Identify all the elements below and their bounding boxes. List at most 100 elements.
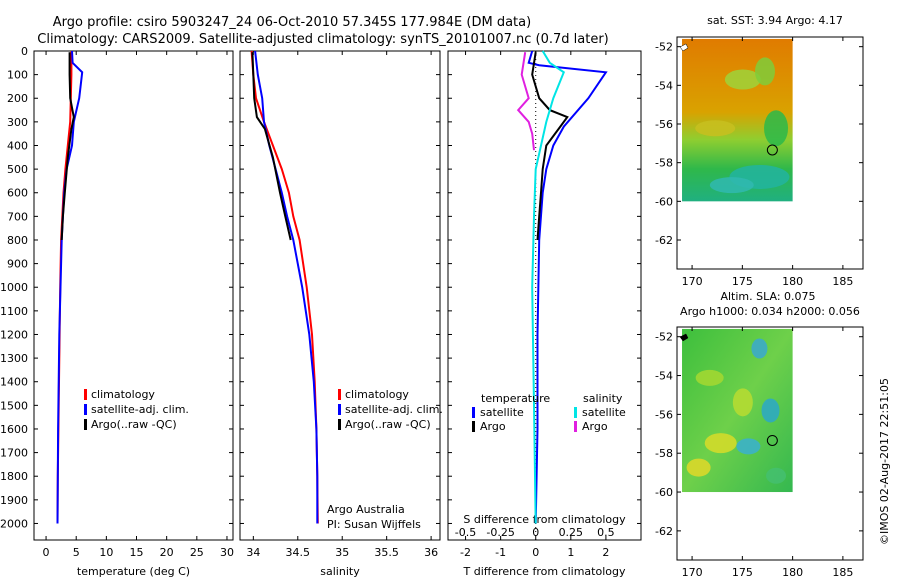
legend-label: satellite — [582, 406, 626, 419]
legend-label: satellite — [480, 406, 524, 419]
legend-swatch — [574, 421, 577, 432]
legend-label: Argo(..raw -QC) — [91, 418, 177, 431]
y-tick-label: 600 — [7, 187, 28, 200]
map-x-tick-label: 180 — [782, 275, 803, 288]
legend-swatch — [338, 389, 341, 400]
land-marker — [679, 43, 689, 52]
legend-header-salinity: salinity — [583, 392, 623, 405]
series-line-temperature-argo — [531, 52, 569, 241]
legend-header-temperature: temperature — [481, 392, 550, 405]
field-texture — [764, 110, 789, 147]
series-line-argo-raw-qc- — [60, 52, 75, 241]
legend-label: climatology — [345, 388, 409, 401]
y-tick-label: 1700 — [0, 447, 28, 460]
legend-label: climatology — [91, 388, 155, 401]
field-texture — [766, 467, 787, 484]
x-tick-label: 2 — [602, 546, 609, 559]
field-texture — [695, 120, 736, 137]
map-title-line-1: Altim. SLA: 0.075 — [720, 290, 815, 303]
y-tick-label: 1400 — [0, 376, 28, 389]
x-tick-label: 36 — [424, 546, 438, 559]
x-tick-label: 35 — [335, 546, 349, 559]
map-y-tick-label: -54 — [655, 370, 673, 383]
field-texture — [761, 398, 780, 423]
field-texture — [754, 57, 775, 86]
annotation-text: Argo Australia — [327, 503, 405, 516]
map-y-tick-label: -54 — [655, 79, 673, 92]
legend-swatch — [84, 419, 87, 430]
map-y-tick-label: -56 — [655, 118, 673, 131]
map-y-tick-label: -52 — [655, 331, 673, 344]
land-marker — [679, 333, 689, 342]
x-tick-label: 0 — [43, 546, 50, 559]
y-tick-label: 1500 — [0, 399, 28, 412]
map-x-tick-label: 185 — [832, 275, 853, 288]
argo-position-marker — [766, 144, 778, 156]
plot-frame — [33, 50, 234, 541]
y-tick-label: 100 — [7, 69, 28, 82]
map-title-line-2: Argo h1000: 0.034 h2000: 0.056 — [680, 305, 860, 318]
y-tick-label: 1800 — [0, 470, 28, 483]
series-line-temperature-satellite — [527, 50, 608, 524]
legend-label: Argo — [480, 420, 506, 433]
sla-map-panel: -52 -54 -56 -58 -60 -62 170 175 180 185 Altim. SLA… — [655, 290, 864, 579]
salinity-panel: 34 34.5 35 35.5 36 salinity climatology satelli… — [239, 50, 443, 578]
s-diff-tick-label: -0.25 — [486, 526, 514, 539]
map-y-tick-label: -60 — [655, 486, 673, 499]
x-axis-label: salinity — [320, 565, 360, 578]
field-texture — [736, 438, 761, 455]
legend-label: Argo — [582, 420, 608, 433]
s-diff-tick-label: 0 — [532, 526, 539, 539]
series-line-salinity-satellite — [531, 50, 566, 524]
map-x-tick-label: 180 — [782, 566, 803, 579]
plot-frame — [447, 50, 642, 541]
field-texture — [686, 458, 711, 477]
x-tick-label: -2 — [460, 546, 471, 559]
x-tick-label: 25 — [190, 546, 204, 559]
field-texture — [695, 369, 724, 386]
x-tick-label: -1 — [495, 546, 506, 559]
header-line-2: Climatology: CARS2009. Satellite-adjuste… — [37, 32, 609, 47]
series-line-satellite-adj-clim- — [254, 50, 319, 524]
legend-label: Argo(..raw -QC) — [345, 418, 431, 431]
y-tick-label: 1300 — [0, 352, 28, 365]
legend-swatch — [84, 389, 87, 400]
s-diff-axis-label: S difference from climatology — [463, 513, 626, 526]
imos-credit: ©IMOS 02-Aug-2017 22:51:05 — [878, 378, 891, 545]
map-y-tick-label: -56 — [655, 408, 673, 421]
s-diff-tick-label: 0.25 — [559, 526, 584, 539]
x-axis-label: T difference from climatology — [463, 565, 626, 578]
map-x-tick-label: 170 — [682, 566, 703, 579]
series-line-argo-raw-qc- — [251, 52, 292, 241]
legend-swatch — [338, 419, 341, 430]
legend-swatch — [472, 421, 475, 432]
series-line-salinity-argo — [516, 52, 535, 151]
x-tick-label: 34 — [246, 546, 260, 559]
x-tick-label: 30 — [220, 546, 234, 559]
legend-label: satellite-adj. clim. — [91, 403, 189, 416]
field-texture — [704, 433, 737, 454]
legend-swatch — [84, 404, 87, 415]
legend-swatch — [338, 404, 341, 415]
y-tick-label: 500 — [7, 163, 28, 176]
annotation-text: PI: Susan Wijffels — [327, 518, 421, 531]
y-tick-label: 1600 — [0, 423, 28, 436]
y-tick-label: 700 — [7, 210, 28, 223]
x-tick-label: 0 — [532, 546, 539, 559]
sst-map-panel: -52 -54 -56 -58 -60 -62 170 175 180 185 sat. SST: … — [655, 14, 864, 288]
y-tick-label: 2000 — [0, 517, 28, 530]
map-x-tick-label: 175 — [732, 566, 753, 579]
map-title: sat. SST: 3.94 Argo: 4.17 — [707, 14, 843, 27]
s-diff-tick-label: -0.5 — [455, 526, 476, 539]
field-texture — [751, 338, 768, 359]
field-texture — [732, 388, 753, 417]
x-axis-label: temperature (deg C) — [77, 565, 190, 578]
map-y-tick-label: -58 — [655, 157, 673, 170]
header-line-1: Argo profile: csiro 5903247_24 06-Oct-20… — [53, 15, 531, 30]
y-tick-label: 900 — [7, 258, 28, 271]
y-tick-label: 800 — [7, 234, 28, 247]
y-tick-label: 1000 — [0, 281, 28, 294]
y-tick-label: 1200 — [0, 328, 28, 341]
s-diff-tick-label: 0.5 — [597, 526, 615, 539]
